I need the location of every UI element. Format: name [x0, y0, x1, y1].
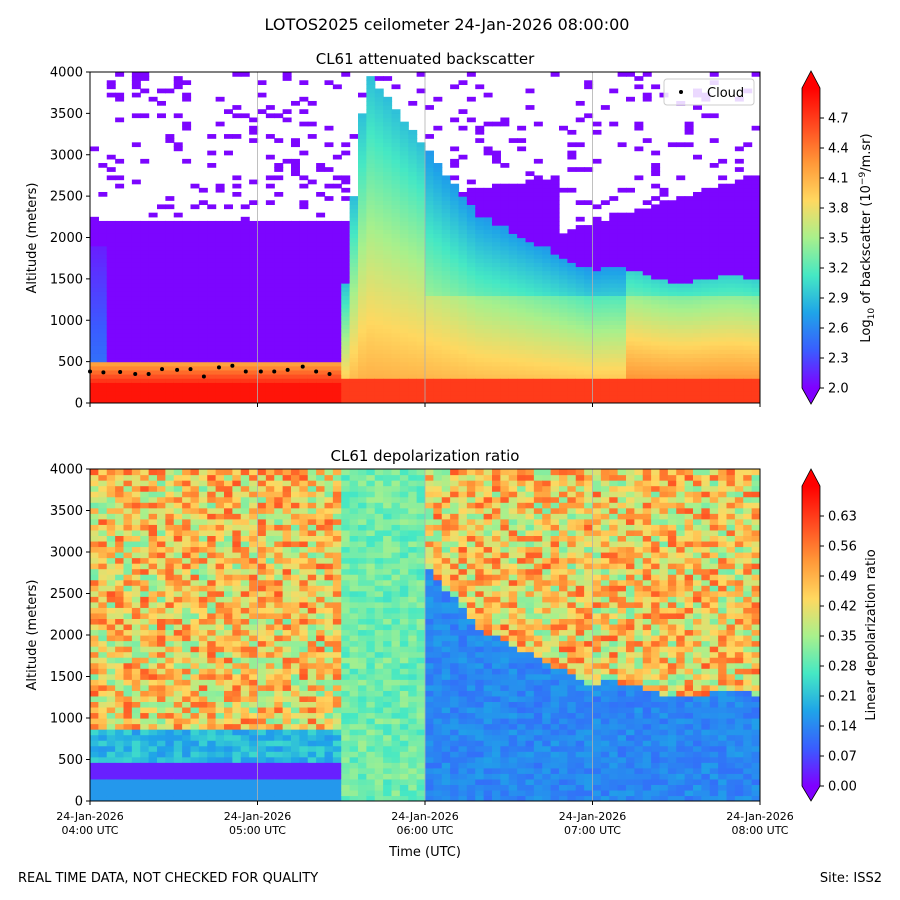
cloud-base-markers — [88, 363, 332, 379]
cloud-base-point — [201, 374, 206, 379]
backscatter-colorbar-label: Log10 of backscatter (10−9/m.sr) — [858, 133, 877, 342]
cloud-base-point — [133, 372, 138, 377]
cloud-base-point — [272, 369, 277, 374]
x-tick-label: 24-Jan-2026 — [56, 810, 124, 823]
colorbar-top-extension — [802, 71, 820, 88]
colorbar-tick-label: 0.56 — [828, 540, 857, 555]
cloud-base-point — [175, 367, 180, 372]
colorbar-tick-label: 0.63 — [828, 510, 857, 525]
colorbar-tick-label: 4.1 — [828, 172, 849, 187]
colorbar-tick-label: 2.9 — [828, 292, 849, 307]
colorbar-tick-label: 4.7 — [828, 112, 849, 127]
y-tick-label: 1500 — [50, 670, 83, 685]
colorbar-tick-label: 0.00 — [828, 780, 857, 795]
cloud-base-point — [300, 364, 305, 369]
colorbar-tick-label: 0.28 — [828, 660, 857, 675]
y-tick-label: 1000 — [50, 314, 83, 329]
backscatter-y-axis-label: Altitude (meters) — [25, 183, 40, 294]
cloud-base-point — [285, 367, 290, 372]
cloud-base-point — [327, 372, 332, 377]
y-tick-label: 4000 — [50, 66, 83, 81]
cloud-base-point — [160, 367, 165, 372]
cloud-base-point — [101, 370, 106, 375]
y-tick-label: 4000 — [50, 463, 83, 478]
backscatter-colorbar: 2.0 2.3 2.6 2.9 3.2 3.5 3.8 4.1 4.4 4.7 Log10 of … — [801, 70, 877, 405]
depol-colorbar: 0.00 0.07 0.14 0.21 0.28 0.35 0.42 0.49 0.56 0.63… — [801, 468, 879, 802]
depol-x-grid — [257, 469, 593, 801]
y-tick-label: 0 — [75, 397, 83, 412]
depol-title: CL61 depolarization ratio — [331, 447, 520, 465]
y-tick-label: 2500 — [50, 190, 83, 205]
legend-cloud-marker — [679, 90, 683, 94]
y-tick-label: 500 — [58, 753, 83, 768]
cloud-base-point — [258, 369, 263, 374]
backscatter-title: CL61 attenuated backscatter — [316, 50, 535, 68]
colorbar-tick-label: 2.0 — [828, 382, 849, 397]
cloud-base-point — [188, 367, 193, 372]
cloud-base-point — [118, 369, 123, 374]
colorbar-tick-label: 3.2 — [828, 262, 849, 277]
x-tick-label: 24-Jan-2026 — [559, 810, 627, 823]
colorbar-tick-label: 0.14 — [828, 720, 857, 735]
legend-cloud-label: Cloud — [707, 86, 744, 101]
y-tick-label: 3000 — [50, 148, 83, 163]
cloud-legend: Cloud — [663, 78, 755, 106]
y-tick-label: 3000 — [50, 546, 83, 561]
depol-x-axis-label: Time (UTC) — [388, 845, 461, 860]
depol-colorbar-label: Linear depolarization ratio — [864, 549, 879, 720]
x-tick-label: 07:00 UTC — [564, 824, 621, 837]
cloud-base-point — [314, 369, 319, 374]
backscatter-x-ticks — [89, 403, 761, 407]
colorbar-tick-label: 4.4 — [828, 142, 849, 157]
backscatter-panel: CL61 attenuated backscatter 0 500 1000 1500… — [25, 50, 877, 412]
colorbar-tick-label: 0.07 — [828, 750, 857, 765]
y-tick-label: 500 — [58, 355, 83, 370]
x-tick-label: 04:00 UTC — [61, 824, 118, 837]
y-tick-label: 1000 — [50, 712, 83, 727]
colorbar-tick-label: 0.42 — [828, 600, 857, 615]
depol-y-ticks: 0 500 1000 1500 2000 2500 3000 3500 4000 — [50, 463, 90, 810]
colorbar-tick-label: 0.49 — [828, 570, 857, 585]
colorbar-tick-label: 2.6 — [828, 322, 849, 337]
x-tick-label: 08:00 UTC — [731, 824, 788, 837]
colorbar-bottom-extension — [802, 786, 820, 801]
site-label: Site: ISS2 — [820, 871, 882, 886]
y-tick-label: 1500 — [50, 272, 83, 287]
colorbar-tick-label: 0.21 — [828, 690, 857, 705]
cloud-base-point — [146, 372, 151, 377]
backscatter-x-grid — [257, 72, 593, 403]
backscatter-y-ticks: 0 500 1000 1500 2000 2500 3000 3500 4000 — [50, 66, 90, 412]
cloud-base-point — [243, 369, 248, 374]
x-tick-label: 06:00 UTC — [396, 824, 453, 837]
backscatter-colorbar-bar — [802, 88, 820, 388]
x-tick-label: 05:00 UTC — [229, 824, 286, 837]
colorbar-tick-label: 2.3 — [828, 352, 849, 367]
depol-colorbar-bar — [802, 486, 820, 786]
quality-disclaimer: REAL TIME DATA, NOT CHECKED FOR QUALITY — [18, 871, 318, 886]
colorbar-tick-label: 3.5 — [828, 232, 849, 247]
figure-title: LOTOS2025 ceilometer 24-Jan-2026 08:00:0… — [265, 15, 630, 34]
depol-y-axis-label: Altitude (meters) — [25, 580, 40, 691]
x-tick-label: 24-Jan-2026 — [391, 810, 459, 823]
y-tick-label: 2500 — [50, 587, 83, 602]
x-tick-label: 24-Jan-2026 — [224, 810, 292, 823]
colorbar-bottom-extension — [802, 388, 820, 404]
y-tick-label: 0 — [75, 795, 83, 810]
x-tick-label: 24-Jan-2026 — [726, 810, 794, 823]
y-tick-label: 3500 — [50, 504, 83, 519]
y-tick-label: 3500 — [50, 107, 83, 122]
colorbar-tick-label: 0.35 — [828, 630, 857, 645]
y-tick-label: 2000 — [50, 629, 83, 644]
depol-panel: CL61 depolarization ratio 0 500 1000 1500 20… — [25, 447, 879, 860]
colorbar-top-extension — [802, 469, 820, 486]
cloud-base-point — [230, 363, 235, 368]
cloud-base-point — [216, 365, 221, 370]
colorbar-tick-label: 3.8 — [828, 202, 849, 217]
y-tick-label: 2000 — [50, 231, 83, 246]
